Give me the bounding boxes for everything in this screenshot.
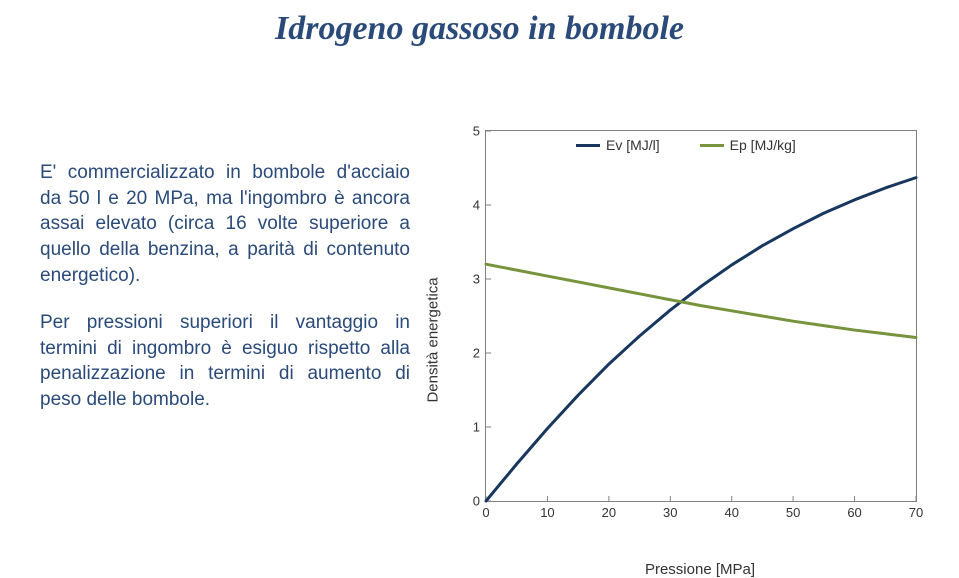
legend-label-ev: Ev [MJ/l] bbox=[606, 137, 660, 153]
chart-xlabel: Pressione [MPa] bbox=[485, 561, 915, 578]
chart-legend: Ev [MJ/l] Ep [MJ/kg] bbox=[576, 137, 796, 153]
legend-label-ep: Ep [MJ/kg] bbox=[730, 137, 796, 153]
legend-item-ep: Ep [MJ/kg] bbox=[700, 137, 796, 153]
ytick-label: 3 bbox=[473, 272, 480, 287]
xtick-label: 40 bbox=[724, 505, 738, 520]
legend-swatch-ep bbox=[700, 144, 724, 147]
legend-item-ev: Ev [MJ/l] bbox=[576, 137, 660, 153]
ytick-label: 0 bbox=[473, 494, 480, 509]
xtick-label: 30 bbox=[663, 505, 677, 520]
page-title: Idrogeno gassoso in bombole bbox=[0, 10, 959, 48]
xtick-label: 50 bbox=[786, 505, 800, 520]
paragraph-2: Per pressioni superiori il vantaggio in … bbox=[40, 310, 410, 413]
ytick-label: 4 bbox=[473, 198, 480, 213]
xtick-label: 0 bbox=[482, 505, 489, 520]
chart-lines bbox=[486, 131, 916, 501]
ytick-label: 1 bbox=[473, 420, 480, 435]
legend-swatch-ev bbox=[576, 144, 600, 147]
xtick-label: 20 bbox=[602, 505, 616, 520]
xtick-label: 70 bbox=[909, 505, 923, 520]
chart-plot-area: Ev [MJ/l] Ep [MJ/kg] 0123450102030405060… bbox=[485, 130, 917, 502]
energy-density-chart: Densità energetica Ev [MJ/l] Ep [MJ/kg] … bbox=[445, 130, 935, 550]
xtick-label: 60 bbox=[847, 505, 861, 520]
xtick-label: 10 bbox=[540, 505, 554, 520]
ytick-label: 2 bbox=[473, 346, 480, 361]
chart-ylabel: Densità energetica bbox=[425, 277, 442, 402]
ytick-label: 5 bbox=[473, 124, 480, 139]
description-block: E' commercializzato in bombole d'acciaio… bbox=[40, 160, 410, 435]
page-root: Idrogeno gassoso in bombole E' commercia… bbox=[0, 0, 959, 578]
paragraph-1: E' commercializzato in bombole d'acciaio… bbox=[40, 160, 410, 288]
